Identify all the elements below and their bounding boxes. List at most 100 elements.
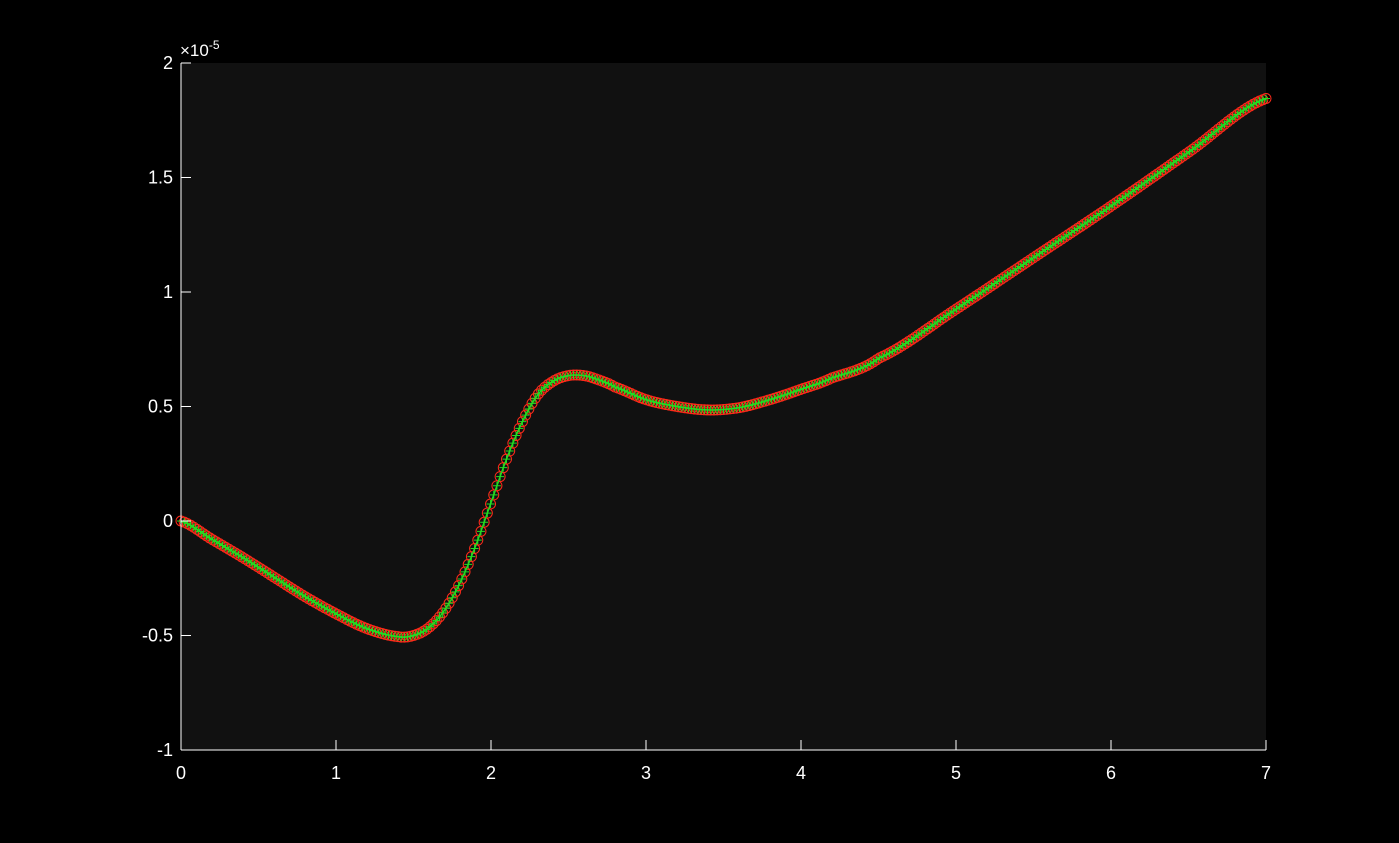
- x-tick-label: 0: [176, 763, 186, 783]
- data-point-plus: [314, 600, 323, 609]
- data-point-plus: [805, 382, 814, 391]
- data-point-circle: [210, 536, 222, 548]
- data-point-plus: [333, 610, 342, 619]
- data-point-plus: [1029, 253, 1038, 262]
- data-point-circle: [433, 611, 445, 623]
- data-point-circle: [1088, 212, 1100, 224]
- data-point-plus: [371, 627, 380, 636]
- data-point-plus: [891, 345, 900, 354]
- data-point-circle: [421, 623, 433, 635]
- data-point-plus: [518, 417, 527, 426]
- data-point-circle: [989, 278, 1001, 290]
- data-point-circle: [280, 579, 292, 591]
- data-point-circle: [1059, 231, 1071, 243]
- data-point-plus: [231, 548, 240, 557]
- data-point-plus: [534, 389, 543, 398]
- data-point-circle: [462, 558, 474, 570]
- data-point-plus: [531, 394, 540, 403]
- data-point-circle: [236, 551, 248, 563]
- data-point-plus: [971, 292, 980, 301]
- data-point-plus: [339, 613, 348, 622]
- data-point-circle: [424, 621, 436, 633]
- data-point-plus: [1083, 218, 1092, 227]
- data-point-circle: [532, 388, 544, 400]
- data-point-circle: [545, 376, 557, 388]
- data-point-plus: [1242, 104, 1251, 113]
- data-point-plus: [435, 612, 444, 621]
- data-point-circle: [1024, 254, 1036, 266]
- data-point-circle: [465, 551, 477, 563]
- data-point-plus: [1089, 213, 1098, 222]
- data-point-circle: [606, 379, 618, 391]
- data-point-plus: [633, 392, 642, 401]
- data-point-plus: [524, 405, 533, 414]
- data-point-plus: [783, 390, 792, 399]
- data-point-plus: [387, 631, 396, 640]
- data-point-plus: [745, 401, 754, 410]
- data-point-plus: [760, 397, 769, 406]
- data-point-plus: [234, 550, 243, 559]
- data-point-plus: [888, 347, 897, 356]
- data-point-circle: [232, 549, 244, 561]
- data-point-circle: [1053, 235, 1065, 247]
- data-point-circle: [1062, 229, 1074, 241]
- data-point-circle: [245, 557, 257, 569]
- data-point-plus: [1041, 245, 1050, 254]
- data-point-plus: [808, 381, 817, 390]
- data-point-circle: [248, 559, 260, 571]
- data-point-circle: [430, 615, 442, 627]
- series-layer: [175, 93, 1272, 643]
- data-point-plus: [461, 567, 470, 576]
- data-point-plus: [1076, 222, 1085, 231]
- data-point-plus: [585, 372, 594, 381]
- data-point-plus: [202, 531, 211, 540]
- data-point-plus: [1003, 271, 1012, 280]
- data-point-circle: [1049, 237, 1061, 249]
- data-point-circle: [1033, 248, 1045, 260]
- data-point-circle: [264, 569, 276, 581]
- data-point-plus: [489, 490, 498, 499]
- data-point-plus: [767, 395, 776, 404]
- data-point-plus: [550, 376, 559, 385]
- data-point-plus: [636, 393, 645, 402]
- data-point-plus: [1073, 224, 1082, 233]
- data-point-circle: [1030, 250, 1042, 262]
- data-point-plus: [1258, 95, 1267, 104]
- data-point-circle: [197, 528, 209, 540]
- data-point-plus: [1019, 260, 1028, 269]
- data-point-plus: [754, 398, 763, 407]
- data-point-plus: [1102, 205, 1111, 214]
- data-point-plus: [413, 630, 422, 639]
- data-point-plus: [665, 401, 674, 410]
- data-point-plus: [1060, 232, 1069, 241]
- data-point-circle: [204, 532, 216, 544]
- y-tick-label: 0: [163, 511, 173, 531]
- data-point-plus: [199, 529, 208, 538]
- data-point-plus: [282, 580, 291, 589]
- data-point-plus: [850, 366, 859, 375]
- data-point-circle: [216, 539, 228, 551]
- data-point-circle: [207, 534, 219, 546]
- data-point-plus: [515, 424, 524, 433]
- data-point-circle: [1241, 102, 1253, 114]
- data-point-circle: [255, 563, 267, 575]
- data-point-plus: [285, 582, 294, 591]
- data-point-plus: [355, 621, 364, 630]
- data-point-circle: [188, 521, 200, 533]
- data-point-plus: [240, 554, 249, 563]
- data-point-plus: [330, 608, 339, 617]
- data-point-circle: [950, 303, 962, 315]
- y-tick-label: 2: [163, 53, 173, 73]
- data-point-circle: [213, 538, 225, 550]
- data-point-plus: [1096, 209, 1105, 218]
- data-point-plus: [1051, 239, 1060, 248]
- data-point-plus: [499, 463, 508, 472]
- data-point-circle: [960, 297, 972, 309]
- data-point-circle: [963, 295, 975, 307]
- data-point-plus: [496, 472, 505, 481]
- data-point-plus: [1000, 273, 1009, 282]
- data-point-plus: [1057, 234, 1066, 243]
- data-point-circle: [1040, 243, 1052, 255]
- data-point-plus: [773, 393, 782, 402]
- data-point-plus: [403, 632, 412, 641]
